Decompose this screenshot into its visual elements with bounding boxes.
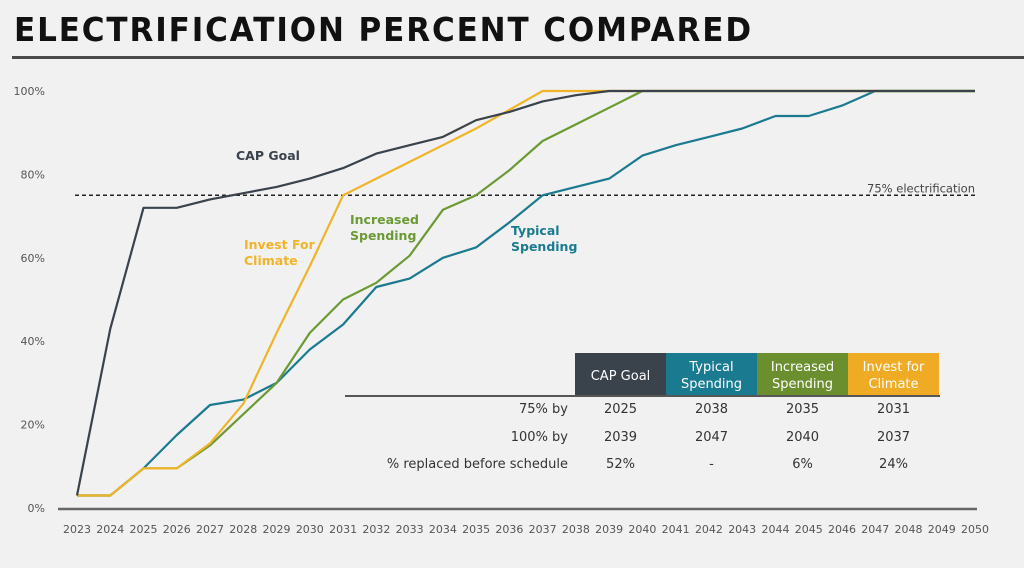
x-tick-label: 2029 xyxy=(263,523,291,536)
title-divider xyxy=(12,56,1024,59)
x-tick-label: 2037 xyxy=(529,523,557,536)
table-row: 75% by 2025 2038 2035 2031 xyxy=(519,402,910,417)
table-cell: 2025 xyxy=(604,402,637,417)
x-tick-label: 2023 xyxy=(63,523,91,536)
x-tick-label: 2035 xyxy=(462,523,490,536)
series-line-cap-goal xyxy=(75,89,975,496)
y-tick-label: 20% xyxy=(21,419,45,432)
series-lines xyxy=(75,89,975,497)
x-tick-label: 2042 xyxy=(695,523,723,536)
x-tick-label: 2045 xyxy=(795,523,823,536)
x-tick-label: 2046 xyxy=(828,523,856,536)
x-tick-label: 2050 xyxy=(961,523,989,536)
table-row: % replaced before schedule 52% - 6% 24% xyxy=(387,457,908,472)
table-header-label: Typical Spending xyxy=(681,360,742,392)
x-axis-ticks: 2023 2024 2025 2026 2027 2028 2029 2030 2031 2032… xyxy=(63,523,989,536)
x-tick-label: 2038 xyxy=(562,523,590,536)
series-label-typical-spending: Typical Spending xyxy=(511,223,577,254)
series-label-cap-goal: CAP Goal xyxy=(236,148,300,163)
reference-line-label: 75% electrification xyxy=(867,181,975,195)
x-tick-label: 2025 xyxy=(130,523,158,536)
table-cell: 24% xyxy=(879,457,908,472)
series-label-invest-for-climate: Invest For Climate xyxy=(244,237,316,268)
y-tick-label: 80% xyxy=(21,168,45,181)
x-tick-label: 2034 xyxy=(429,523,457,536)
series-line-typical-spending xyxy=(77,89,975,497)
table-cell: 2031 xyxy=(877,402,910,417)
table-header-cell xyxy=(666,353,757,395)
y-tick-label: 60% xyxy=(21,252,45,265)
x-tick-label: 2027 xyxy=(196,523,224,536)
y-tick-label: 0% xyxy=(28,502,45,515)
series-labels: CAP Goal Typical Spending Increased Spending… xyxy=(236,148,577,268)
x-tick-label: 2028 xyxy=(229,523,257,536)
y-axis-ticks: 0% 20% 40% 60% 80% 100% xyxy=(14,85,45,515)
x-tick-label: 2049 xyxy=(928,523,956,536)
table-cell: - xyxy=(709,457,714,472)
x-tick-label: 2032 xyxy=(362,523,390,536)
table-cell: 2039 xyxy=(604,430,637,445)
x-tick-label: 2030 xyxy=(296,523,324,536)
table-header-label: Invest for Climate xyxy=(863,360,925,392)
x-tick-label: 2043 xyxy=(728,523,756,536)
x-tick-label: 2033 xyxy=(396,523,424,536)
series-label-increased-spending: Increased Spending xyxy=(350,212,419,243)
table-cell: 2040 xyxy=(786,430,819,445)
table-row-label: % replaced before schedule xyxy=(387,457,568,472)
x-tick-label: 2047 xyxy=(861,523,889,536)
x-tick-label: 2040 xyxy=(628,523,656,536)
x-tick-label: 2031 xyxy=(329,523,357,536)
x-tick-label: 2026 xyxy=(163,523,191,536)
table-header-label: Increased Spending xyxy=(771,360,834,392)
x-tick-label: 2041 xyxy=(662,523,690,536)
table-cell: 2038 xyxy=(695,402,728,417)
table-row-label: 100% by xyxy=(511,430,569,445)
x-tick-label: 2048 xyxy=(895,523,923,536)
x-tick-label: 2044 xyxy=(761,523,789,536)
y-tick-label: 40% xyxy=(21,335,45,348)
table-header-cell xyxy=(575,353,666,395)
table-cell: 2047 xyxy=(695,430,728,445)
table-row-label: 75% by xyxy=(519,402,568,417)
x-tick-label: 2024 xyxy=(96,523,124,536)
table-header-label: CAP Goal xyxy=(591,369,651,384)
table-header-cell xyxy=(848,353,939,395)
reference-line-group: 75% electrification xyxy=(75,181,976,197)
table-cell: 2035 xyxy=(786,402,819,417)
table-header-cell xyxy=(757,353,848,395)
summary-table: CAP Goal Typical Spending Increased Spending… xyxy=(345,353,940,472)
table-cell: 52% xyxy=(606,457,635,472)
table-cell: 2037 xyxy=(877,430,910,445)
x-tick-label: 2039 xyxy=(595,523,623,536)
x-tick-label: 2036 xyxy=(495,523,523,536)
table-cell: 6% xyxy=(792,457,813,472)
y-tick-label: 100% xyxy=(14,85,45,98)
page-title: ELECTRIFICATION PERCENT COMPARED xyxy=(14,10,754,49)
table-row: 100% by 2039 2047 2040 2037 xyxy=(511,430,910,445)
